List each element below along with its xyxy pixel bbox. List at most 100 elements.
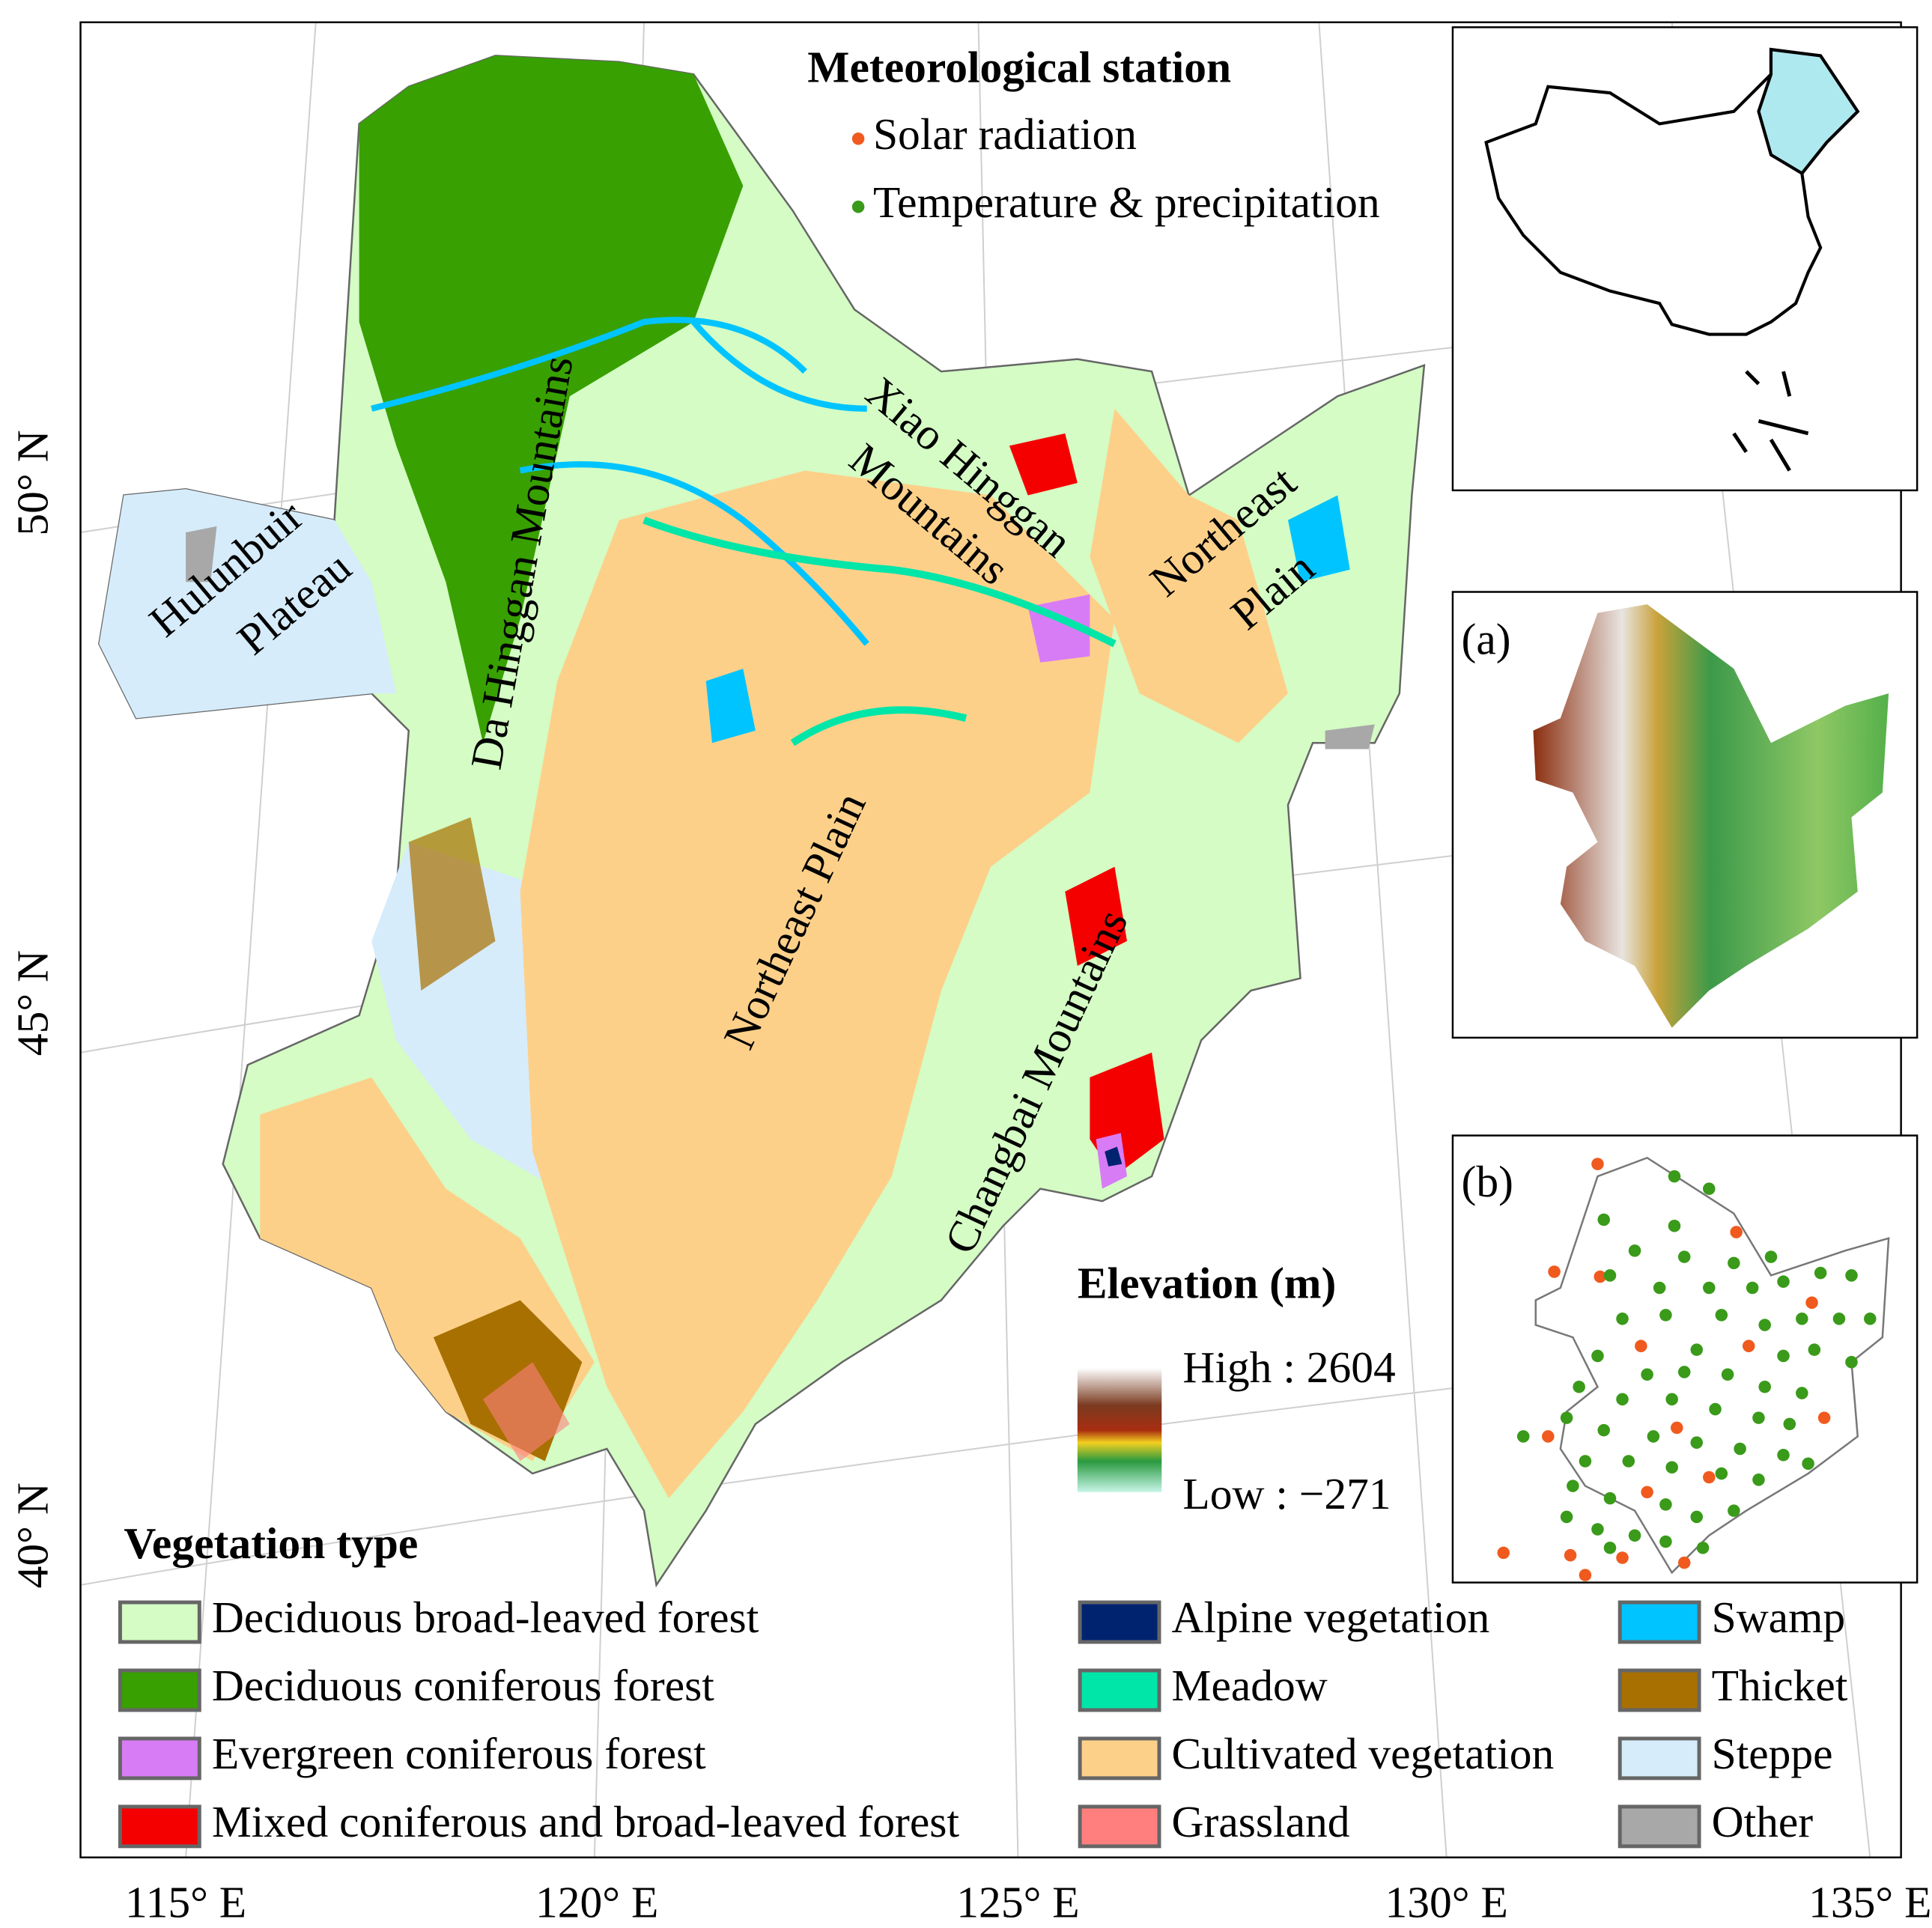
solar-station: [1805, 1296, 1818, 1310]
vegetation-map: [98, 55, 1426, 1588]
solar-station: [1635, 1339, 1647, 1352]
solar-station: [1591, 1158, 1604, 1170]
legend-label: Thicket: [1712, 1661, 1848, 1710]
solar-station: [1671, 1421, 1683, 1435]
solar-station: [1548, 1265, 1561, 1278]
temperature-station: [1764, 1250, 1778, 1263]
temperature-station: [1616, 1313, 1629, 1325]
temperature-station: [1715, 1467, 1728, 1480]
temperature-station: [1808, 1343, 1821, 1356]
temperature-station: [1516, 1430, 1530, 1443]
temperature-station: [1777, 1448, 1790, 1462]
legend-swatch: [1078, 1600, 1161, 1644]
inset-elevation: (a): [1451, 591, 1919, 1039]
temperature-station: [1709, 1402, 1722, 1416]
elevation-color-bar: [1077, 1368, 1162, 1492]
legend-swatch: [118, 1736, 201, 1780]
temperature-station: [1653, 1281, 1666, 1295]
temperature-station: [1728, 1504, 1740, 1517]
solar-station: [1594, 1270, 1607, 1283]
panel-label: (b): [1462, 1157, 1513, 1206]
solar-station: [1730, 1226, 1743, 1238]
x-axis-label: 130° E: [1385, 1878, 1508, 1927]
legend-swatch: [1078, 1736, 1161, 1780]
temperature-station: [1597, 1423, 1610, 1437]
x-axis-label: 120° E: [535, 1878, 658, 1927]
legend-label: Meadow: [1172, 1661, 1328, 1710]
inset-stations: (b): [1451, 1134, 1919, 1584]
temperature-station: [1603, 1269, 1617, 1282]
temperature-station: [1659, 1535, 1672, 1548]
temperature-station: [1734, 1442, 1746, 1456]
temperature-station: [1677, 1250, 1691, 1263]
solar-station: [1677, 1556, 1691, 1569]
vegetation-legend: Vegetation type Deciduous broad-leaved f…: [118, 1518, 1848, 1849]
station-legend: Meteorological station Solar radiation Te…: [807, 43, 1379, 227]
temperature-station: [1579, 1455, 1592, 1468]
legend-swatch: [1617, 1600, 1701, 1644]
x-axis-label: 125° E: [956, 1878, 1079, 1927]
station-legend-label: Solar radiation: [873, 109, 1137, 159]
legend-swatch: [1617, 1804, 1701, 1849]
y-axis-label: 50° N: [7, 430, 57, 535]
legend-label: Evergreen coniferous forest: [212, 1729, 706, 1778]
temperature-station: [1597, 1213, 1610, 1226]
legend-swatch: [1078, 1668, 1161, 1712]
temperature-station: [1777, 1275, 1790, 1288]
temperature-station: [1696, 1542, 1710, 1554]
legend-swatch: [118, 1668, 201, 1712]
temperature-station: [1616, 1393, 1629, 1406]
vegetation-legend-title: Vegetation type: [124, 1518, 418, 1568]
temperature-station: [1845, 1269, 1858, 1282]
solar-station: [1497, 1546, 1510, 1560]
station-legend-label: Temperature & precipitation: [873, 177, 1380, 227]
temperature-station: [1796, 1387, 1808, 1399]
temperature-station: [1668, 1170, 1681, 1183]
temperature-station: [1796, 1313, 1808, 1325]
temperature-station: [1845, 1355, 1858, 1369]
solar-station: [1817, 1411, 1831, 1424]
temperature-station: [1647, 1430, 1660, 1443]
temperature-station: [1567, 1480, 1579, 1492]
temperature-station: [1814, 1266, 1827, 1280]
legend-label: Steppe: [1712, 1729, 1833, 1778]
station-legend-title: Meteorological station: [807, 43, 1231, 92]
elevation-legend: Elevation (m) High : 2604 Low : −271: [1077, 1259, 1396, 1518]
legend-swatch: [1078, 1804, 1161, 1849]
temperature-station: [1603, 1542, 1617, 1554]
x-axis-label: 135° E: [1808, 1878, 1931, 1927]
legend-swatch: [118, 1804, 201, 1849]
solar-station: [1742, 1339, 1755, 1352]
temperature-station: [1573, 1381, 1585, 1393]
temperature-station: [1641, 1368, 1653, 1381]
temperature-station: [1777, 1349, 1790, 1363]
panel-label: (a): [1462, 615, 1511, 664]
temperature-station: [1864, 1313, 1877, 1325]
temperature-station: [1665, 1393, 1678, 1406]
temperature-station: [1728, 1256, 1740, 1270]
temperature-station: [1628, 1529, 1641, 1542]
elevation-low: Low : −271: [1182, 1469, 1391, 1518]
temperature-station: [1622, 1455, 1635, 1468]
solar-station: [1641, 1485, 1653, 1499]
temperature-station: [1659, 1498, 1672, 1511]
temperature-station: [1802, 1457, 1814, 1471]
legend-label: Deciduous coniferous forest: [212, 1661, 714, 1710]
temperature-station: [1721, 1368, 1734, 1381]
temperature-station: [1690, 1343, 1704, 1356]
temperature-station: [1591, 1349, 1604, 1363]
temperature-station: [1832, 1313, 1846, 1325]
temperature-station: [1560, 1411, 1573, 1424]
legend-swatch: [1617, 1668, 1701, 1712]
solar-station: [1542, 1430, 1555, 1443]
temperature-station: [1591, 1523, 1604, 1536]
temperature-station: [1690, 1436, 1704, 1449]
legend-label: Swamp: [1712, 1593, 1846, 1642]
axes: 115° E 120° E 125° E 130° E 135° E 50° N 45° N…: [7, 430, 1931, 1927]
temperature-station: [1677, 1366, 1691, 1378]
inset-china: [1451, 26, 1919, 492]
legend-label: Cultivated vegetation: [1172, 1729, 1555, 1778]
x-axis-label: 115° E: [125, 1878, 246, 1927]
temperature-station: [1690, 1510, 1704, 1524]
